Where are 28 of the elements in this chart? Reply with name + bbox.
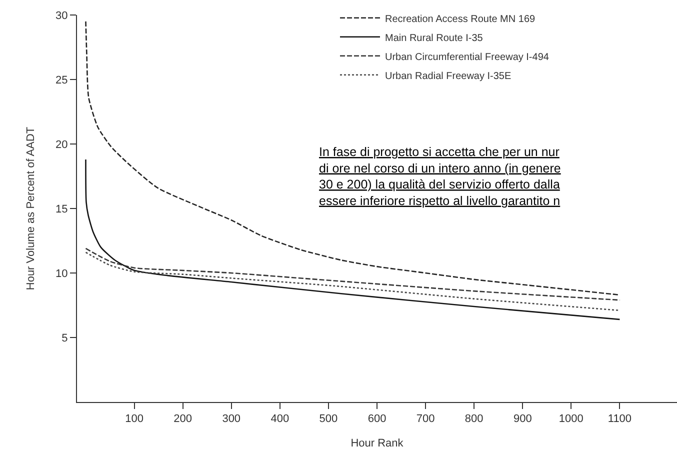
x-tick-label: 600 <box>368 413 386 426</box>
x-tick-label: 700 <box>416 413 435 426</box>
x-tick-label: 100 <box>125 413 144 426</box>
line-series <box>85 20 620 296</box>
x-axis-title: Hour Rank <box>350 437 404 450</box>
legend-label: Urban Radial Freeway I-35E <box>385 70 512 82</box>
y-axis-title: Hour Volume as Percent of AADT <box>25 126 38 290</box>
x-tick-label: 900 <box>513 413 532 426</box>
annotation: In fase di progetto si accetta che per un nur di ore nel corso di un intero anno (in genere 30 e 200) la qualità del servizio offerto dalla essere inferiore rispetto al livello garantito n <box>319 145 561 208</box>
legend-label: Urban Circumferential Freeway I-494 <box>385 52 550 63</box>
x-tick-label: 400 <box>270 413 290 426</box>
legend-label: Recreation Access Route MN 169 <box>385 14 536 25</box>
line-series <box>85 158 620 320</box>
x-tick-label: 500 <box>319 413 338 426</box>
y-tick-label: 20 <box>56 138 68 151</box>
x-tick-label: 1100 <box>608 413 632 426</box>
y-tick-label: 30 <box>56 10 68 22</box>
y-tick-label: 10 <box>56 268 68 280</box>
x-tick-label: 800 <box>464 413 484 426</box>
x-tick-label: 200 <box>174 413 192 426</box>
legend-label: Main Rural Route I-35 <box>385 32 484 44</box>
y-tick-label: 15 <box>56 203 68 216</box>
line-series <box>85 252 620 312</box>
y-tick-label: 5 <box>62 332 68 344</box>
x-tick-label: 1000 <box>558 413 584 426</box>
line-series <box>85 248 620 301</box>
x-tick-label: 300 <box>222 413 241 426</box>
y-tick-label: 25 <box>56 74 68 86</box>
